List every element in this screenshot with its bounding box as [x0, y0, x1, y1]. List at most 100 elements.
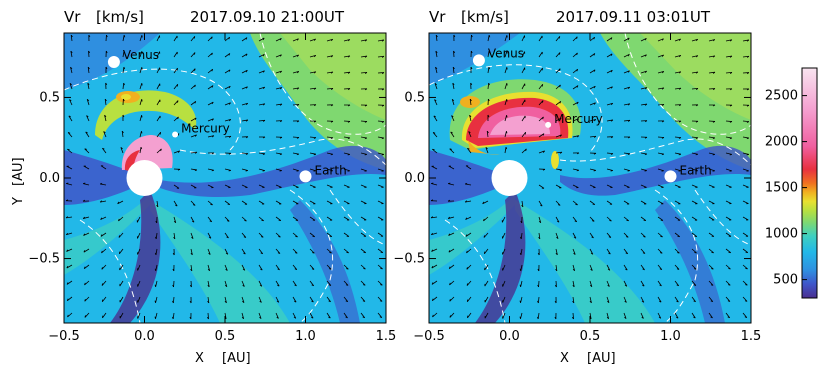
velocity-arrow — [725, 120, 733, 122]
velocity-arrow — [190, 264, 193, 271]
velocity-arrow — [623, 152, 630, 155]
velocity-arrow — [275, 232, 281, 238]
velocity-arrow — [725, 168, 732, 172]
velocity-arrow-head — [259, 300, 262, 303]
velocity-arrow — [377, 168, 384, 172]
velocity-arrow-head — [328, 268, 332, 270]
velocity-arrow — [156, 35, 160, 42]
velocity-arrow — [139, 147, 142, 154]
velocity-arrow — [292, 103, 300, 106]
velocity-arrow — [241, 280, 245, 287]
velocity-arrow — [66, 183, 73, 186]
panel-1-sun — [126, 160, 163, 196]
velocity-arrow-head — [84, 148, 87, 150]
velocity-arrow — [657, 296, 662, 303]
velocity-arrow — [292, 312, 297, 319]
velocity-arrow — [275, 280, 280, 287]
velocity-arrow — [725, 280, 731, 286]
velocity-arrow — [66, 248, 73, 252]
velocity-arrow-head — [211, 69, 214, 72]
velocity-arrow-head — [559, 117, 562, 121]
velocity-arrow — [742, 280, 748, 286]
velocity-arrow — [156, 51, 160, 58]
velocity-arrow-head — [276, 300, 280, 303]
velocity-arrow — [67, 296, 73, 302]
velocity-arrow-head — [590, 252, 594, 255]
velocity-arrow — [258, 103, 265, 106]
velocity-arrow — [640, 312, 644, 319]
x-tick-label: 1.5 — [376, 329, 397, 344]
velocity-arrow-head — [190, 252, 193, 256]
x-tick-label: 0.5 — [215, 329, 236, 344]
velocity-arrow-head — [470, 82, 473, 86]
velocity-arrow — [572, 232, 577, 239]
velocity-arrow-head — [607, 300, 610, 303]
velocity-arrow — [606, 264, 611, 271]
velocity-arrow-head — [488, 50, 491, 54]
velocity-arrow — [504, 51, 508, 58]
velocity-arrow — [190, 216, 195, 223]
velocity-arrow — [450, 131, 455, 138]
velocity-arrow-head — [66, 265, 69, 269]
velocity-arrow-head — [593, 135, 597, 138]
velocity-arrow-head — [434, 99, 437, 102]
velocity-arrow — [309, 280, 315, 286]
velocity-arrow — [469, 99, 472, 106]
velocity-arrow — [309, 264, 315, 270]
velocity-arrow — [589, 85, 596, 90]
velocity-arrow-head — [746, 88, 750, 91]
velocity-arrow-head — [364, 72, 368, 74]
velocity-arrow — [292, 216, 299, 221]
velocity-arrow-head — [225, 252, 229, 255]
velocity-arrow-head — [245, 70, 248, 73]
velocity-arrow — [122, 82, 125, 90]
velocity-arrow-head — [191, 220, 195, 223]
velocity-arrow-head — [313, 104, 317, 107]
velocity-arrow-head — [712, 55, 716, 58]
velocity-arrow-head — [728, 268, 731, 270]
velocity-arrow-head — [83, 233, 86, 236]
velocity-arrow-head — [675, 316, 679, 319]
velocity-arrow-head — [431, 298, 434, 301]
velocity-arrow — [377, 152, 384, 155]
velocity-arrow-head — [710, 300, 713, 303]
velocity-arrow-head — [65, 199, 69, 202]
velocity-arrow — [139, 67, 143, 74]
velocity-arrow — [275, 87, 282, 90]
velocity-arrow-head — [678, 153, 681, 156]
velocity-arrow-head — [607, 284, 610, 287]
velocity-arrow-head — [559, 151, 563, 154]
velocity-arrow — [589, 69, 596, 74]
velocity-arrow — [572, 101, 579, 106]
velocity-arrow — [275, 54, 282, 58]
velocity-arrow — [691, 280, 697, 286]
velocity-arrow — [623, 264, 628, 271]
velocity-arrow-head — [225, 268, 228, 271]
velocity-arrow — [538, 116, 544, 122]
velocity-arrow-head — [228, 170, 231, 172]
velocity-arrow-head — [191, 236, 194, 239]
velocity-arrow — [657, 184, 664, 188]
velocity-arrow — [623, 168, 630, 171]
velocity-arrow-head — [294, 252, 298, 254]
velocity-arrow — [343, 312, 348, 319]
velocity-arrow-head — [485, 147, 488, 150]
velocity-arrow-head — [452, 66, 455, 70]
velocity-arrow — [343, 248, 349, 254]
velocity-arrow — [555, 200, 561, 206]
velocity-arrow — [139, 83, 143, 90]
velocity-arrow-head — [433, 115, 436, 118]
velocity-arrow-head — [123, 82, 125, 86]
velocity-arrow-head — [606, 316, 609, 320]
planet-earth — [299, 170, 312, 183]
velocity-arrow — [537, 296, 540, 304]
panel-1-title-unit: [km/s] — [96, 8, 144, 26]
velocity-arrow — [555, 68, 561, 74]
velocity-arrow — [224, 232, 229, 239]
velocity-arrow — [101, 296, 107, 302]
velocity-arrow-head — [627, 120, 631, 122]
velocity-arrow — [606, 168, 613, 171]
velocity-arrow-head — [245, 153, 249, 155]
panel-2-title-time: 2017.09.11 03:01UT — [556, 8, 711, 26]
velocity-arrow-head — [661, 120, 665, 123]
